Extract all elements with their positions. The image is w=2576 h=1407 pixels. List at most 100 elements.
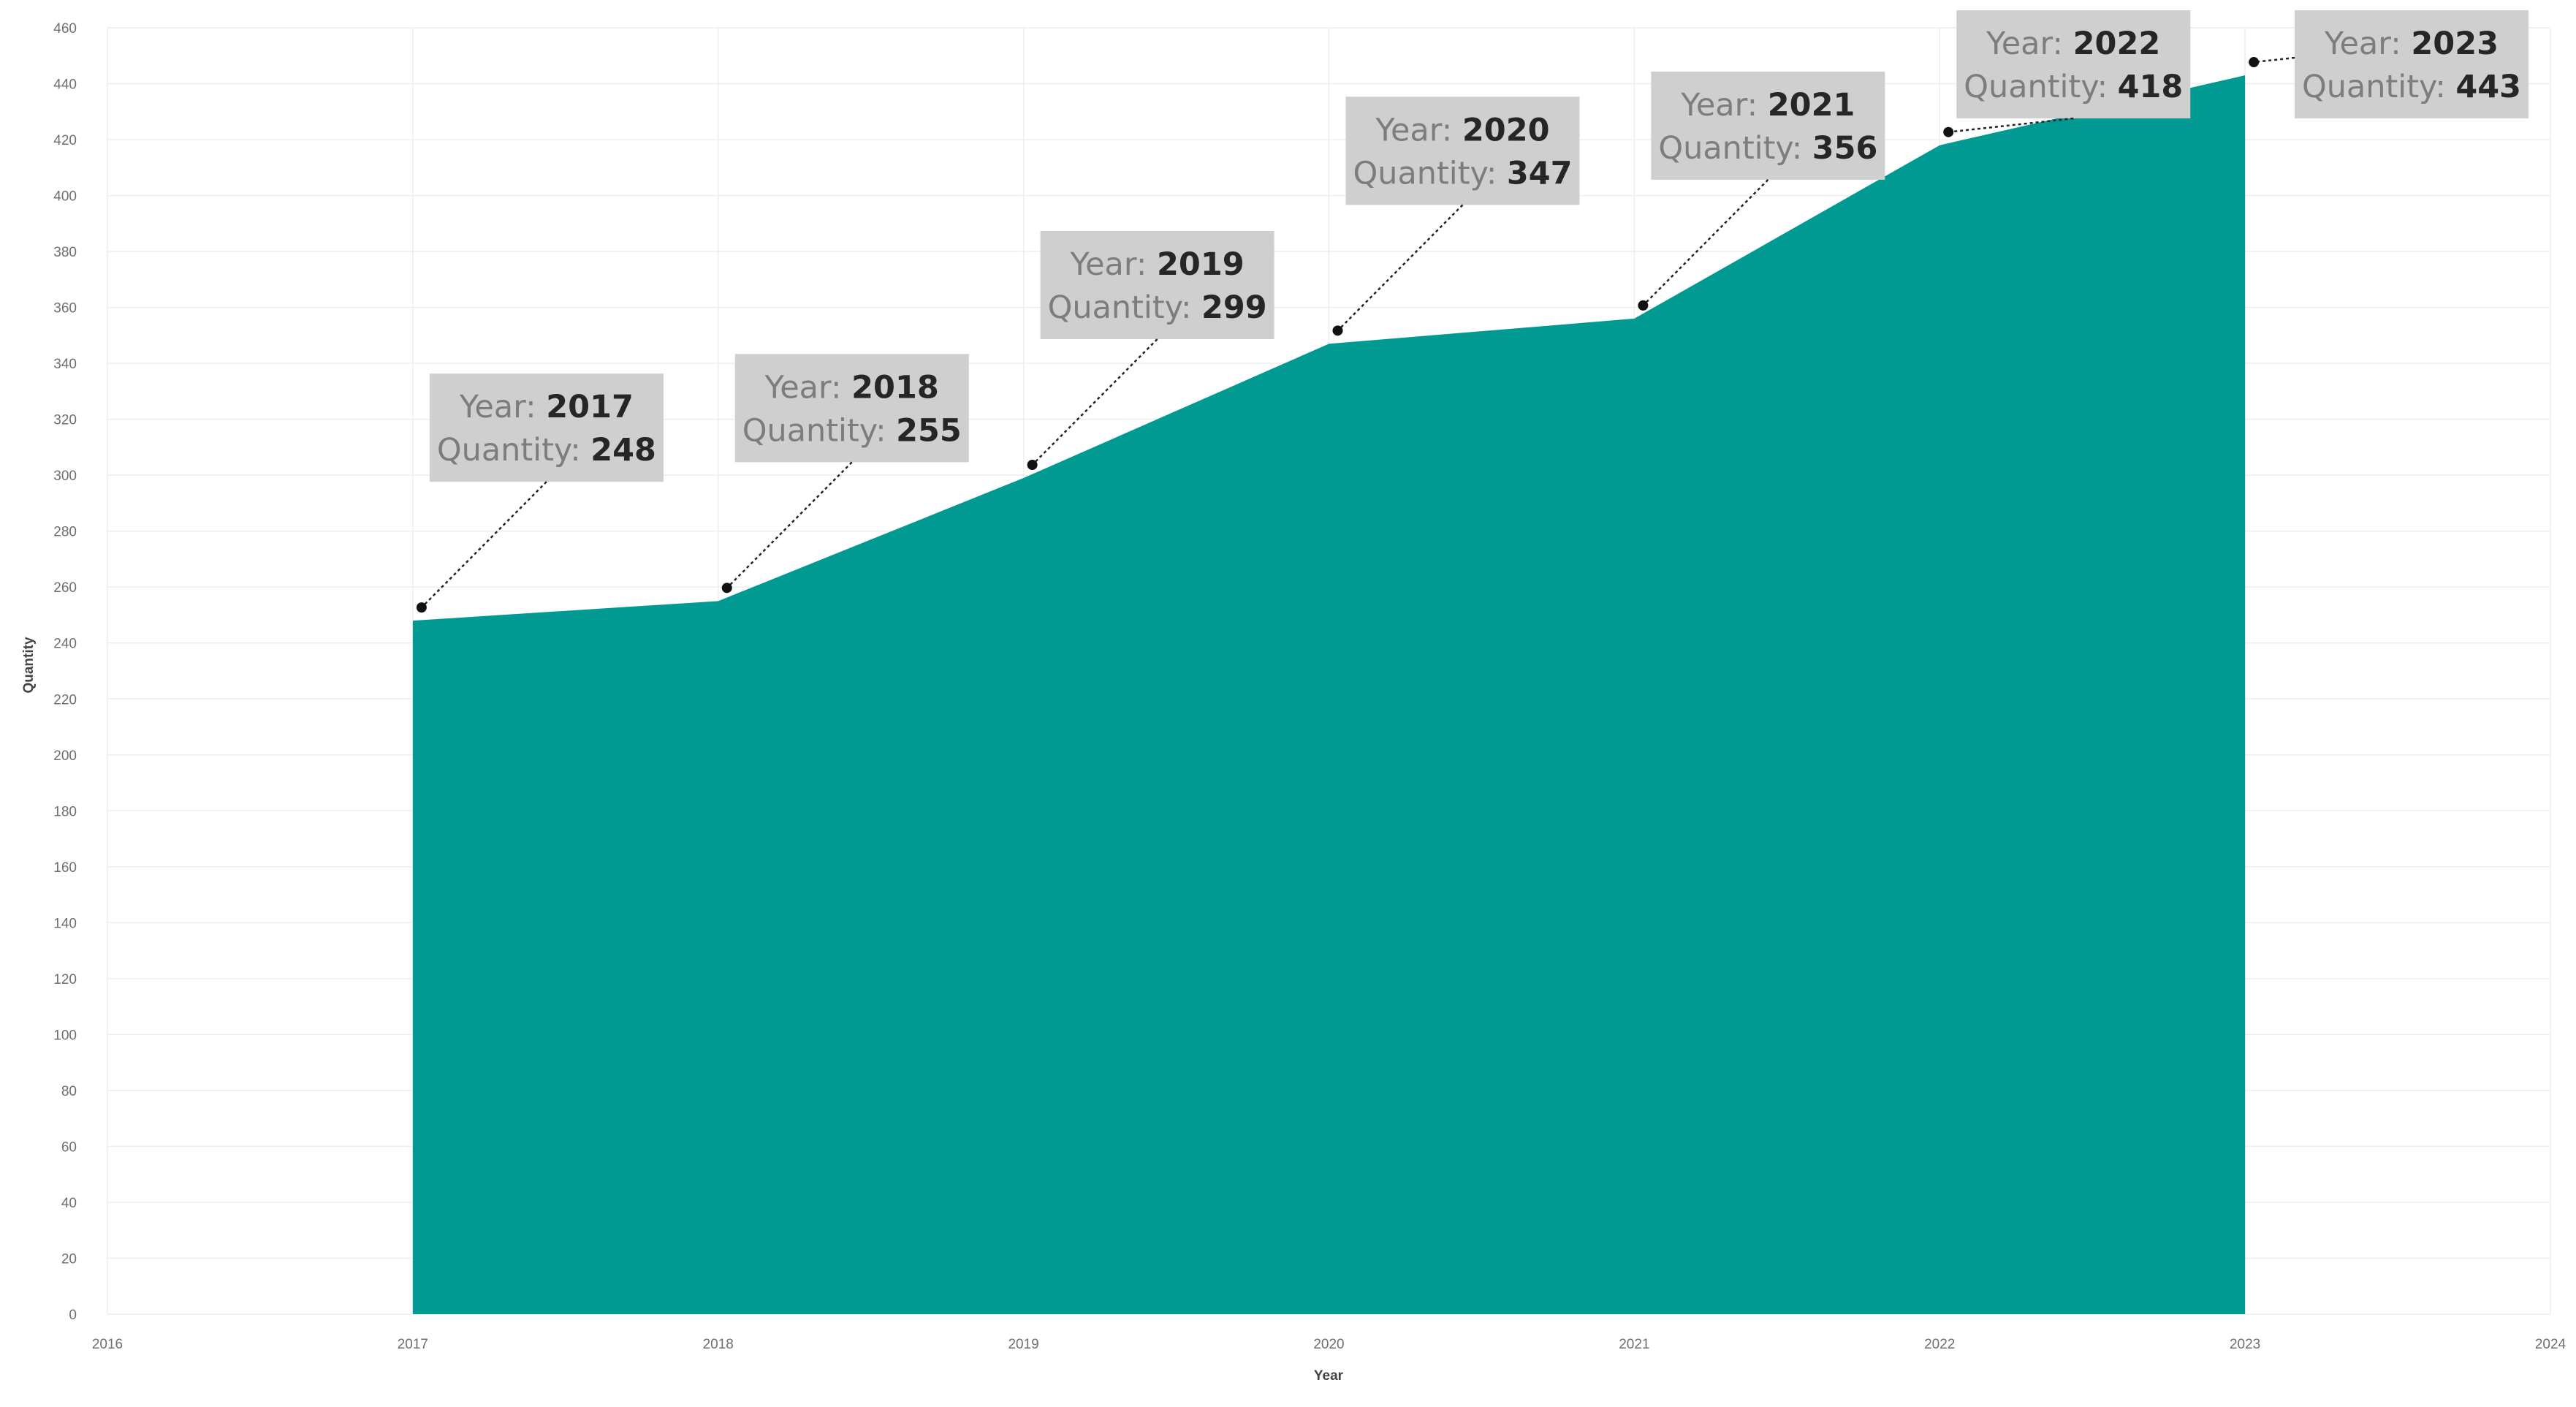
annotation-quantity-key: Quantity: — [742, 412, 896, 449]
annotation-year-value: 2022 — [2073, 26, 2161, 62]
annotation-year-key: Year: — [1680, 87, 1767, 124]
y-axis-title: Quantity — [21, 637, 37, 693]
annotation-year-key: Year: — [459, 389, 546, 425]
annotation-box — [2295, 10, 2528, 118]
y-tick-label: 360 — [53, 301, 77, 316]
x-tick-label: 2017 — [398, 1337, 428, 1352]
y-tick-label: 320 — [53, 413, 77, 428]
y-tick-label: 400 — [53, 189, 77, 205]
x-tick-label: 2018 — [703, 1337, 734, 1352]
y-tick-label: 180 — [53, 804, 77, 819]
annotation-year-value: 2017 — [546, 389, 634, 425]
y-tick-label: 140 — [53, 916, 77, 931]
data-point-marker — [721, 583, 732, 593]
annotation-quantity-value: 418 — [2118, 69, 2184, 105]
annotation-leader-line — [1337, 204, 1464, 332]
annotation-quantity-key: Quantity: — [1658, 130, 1812, 167]
annotation-box — [1040, 231, 1274, 339]
annotation-year-key: Year: — [1375, 112, 1462, 148]
y-tick-label: 80 — [61, 1084, 77, 1099]
y-tick-label: 460 — [53, 21, 77, 37]
annotation-year-key: Year: — [764, 369, 851, 406]
annotation-2020: Year: 2020 Quantity: 347 — [1332, 96, 1580, 336]
y-tick-label: 0 — [69, 1308, 77, 1323]
x-tick-label: 2022 — [1924, 1337, 1955, 1352]
y-tick-label: 200 — [53, 748, 77, 764]
annotation-leader-line — [420, 481, 547, 609]
annotation-year-key: Year: — [1070, 246, 1157, 283]
data-point-marker — [1943, 126, 1954, 137]
annotation-box — [1956, 10, 2191, 118]
x-tick-label: 2019 — [1008, 1337, 1038, 1352]
annotation-leader-line — [1031, 338, 1158, 466]
annotation-year-line: Year: 2022 — [1986, 26, 2160, 62]
data-point-marker — [2249, 57, 2260, 68]
annotation-leader-line — [1642, 179, 1769, 306]
annotation-2017: Year: 2017 Quantity: 248 — [416, 373, 664, 613]
y-axis-ticks: 0 20 40 60 80 100 120 140 160 180 200 220 240 260 280 3… — [53, 21, 77, 1323]
y-tick-label: 220 — [53, 692, 77, 708]
y-tick-label: 260 — [53, 580, 77, 596]
y-tick-label: 40 — [61, 1196, 77, 1211]
area-fill — [412, 75, 2246, 1315]
annotation-quantity-value: 347 — [1507, 155, 1573, 191]
annotation-quantity-line: Quantity: 418 — [1964, 69, 2183, 105]
annotation-year-value: 2018 — [851, 369, 939, 406]
annotation-year-line: Year: 2023 — [2324, 26, 2499, 62]
y-tick-label: 340 — [53, 357, 77, 372]
data-point-marker — [1027, 460, 1038, 470]
y-tick-label: 160 — [53, 860, 77, 876]
annotation-2021: Year: 2021 Quantity: 356 — [1638, 71, 1885, 311]
annotation-year-value: 2020 — [1462, 112, 1550, 148]
x-tick-label: 2024 — [2535, 1337, 2566, 1352]
annotation-quantity-value: 255 — [896, 412, 962, 449]
annotation-2018: Year: 2018 Quantity: 255 — [721, 354, 969, 593]
annotation-box — [429, 373, 664, 482]
x-tick-label: 2021 — [1619, 1337, 1649, 1352]
annotation-box — [1651, 71, 1885, 180]
annotation-quantity-key: Quantity: — [437, 432, 590, 469]
annotation-2023: Year: 2023 Quantity: 443 — [2249, 10, 2528, 118]
annotation-year-line: Year: 2019 — [1070, 246, 1245, 283]
y-tick-label: 100 — [53, 1028, 77, 1043]
annotation-year-line: Year: 2017 — [459, 389, 634, 425]
annotation-quantity-value: 248 — [590, 432, 656, 469]
x-axis-ticks: 2016 2017 2018 2019 2020 2021 2022 2023 2024 — [92, 1337, 2566, 1352]
annotation-quantity-line: Quantity: 299 — [1048, 289, 1267, 326]
y-tick-label: 120 — [53, 972, 77, 987]
annotation-quantity-line: Quantity: 356 — [1658, 130, 1877, 167]
y-tick-label: 440 — [53, 77, 77, 93]
annotation-2022: Year: 2022 Quantity: 418 — [1943, 10, 2191, 137]
x-tick-label: 2023 — [2230, 1337, 2260, 1352]
x-tick-label: 2016 — [92, 1337, 123, 1352]
y-tick-label: 380 — [53, 245, 77, 260]
data-point-marker — [1332, 325, 1343, 336]
annotation-quantity-value: 356 — [1812, 130, 1878, 167]
annotation-quantity-line: Quantity: 443 — [2302, 69, 2521, 105]
annotation-quantity-key: Quantity: — [1353, 155, 1507, 191]
x-tick-label: 2020 — [1313, 1337, 1344, 1352]
annotation-year-line: Year: 2018 — [764, 369, 939, 406]
annotation-box — [1345, 96, 1580, 205]
annotation-2019: Year: 2019 Quantity: 299 — [1027, 231, 1274, 470]
annotation-quantity-key: Quantity: — [2302, 69, 2455, 105]
annotation-quantity-key: Quantity: — [1048, 289, 1201, 326]
annotation-year-value: 2021 — [1768, 87, 1855, 124]
y-tick-label: 420 — [53, 133, 77, 148]
area-series — [412, 75, 2246, 1315]
y-tick-label: 60 — [61, 1139, 77, 1155]
annotation-quantity-value: 443 — [2455, 69, 2521, 105]
x-axis-title: Year — [1314, 1368, 1344, 1384]
annotation-quantity-line: Quantity: 347 — [1353, 155, 1573, 191]
annotation-year-value: 2023 — [2411, 26, 2499, 62]
data-point-marker — [416, 602, 427, 613]
annotation-year-value: 2019 — [1157, 246, 1245, 283]
annotation-quantity-value: 299 — [1201, 289, 1267, 326]
annotation-year-line: Year: 2020 — [1375, 112, 1549, 148]
y-tick-label: 280 — [53, 525, 77, 540]
annotation-quantity-key: Quantity: — [1964, 69, 2117, 105]
annotation-quantity-line: Quantity: 248 — [437, 432, 656, 469]
annotation-year-line: Year: 2021 — [1680, 87, 1855, 124]
data-point-marker — [1638, 300, 1649, 311]
data-annotations: Year: 2017 Quantity: 248 Year: 2018 Quantit… — [416, 10, 2528, 613]
